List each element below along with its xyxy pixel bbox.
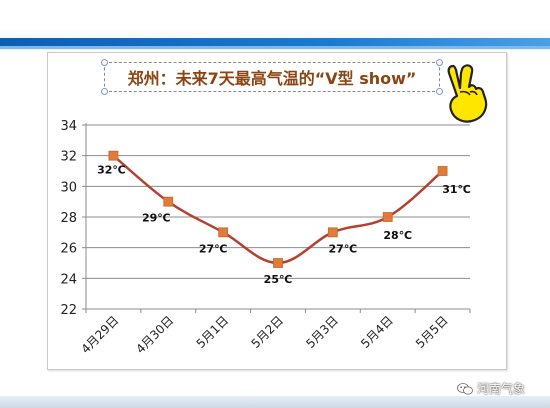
series-line: [112, 154, 444, 265]
bottom-bar: [0, 396, 550, 408]
data-label: 28℃: [383, 229, 412, 242]
data-label: 32℃: [97, 164, 126, 177]
data-label: 29℃: [142, 212, 171, 225]
data-label: 31℃: [442, 183, 471, 196]
series-layer: [108, 150, 448, 268]
y-tick-label: 34: [60, 119, 77, 134]
data-point: [218, 227, 229, 238]
data-label: 27℃: [329, 242, 358, 255]
data-label: 27℃: [199, 242, 228, 255]
resize-handle[interactable]: [436, 88, 443, 95]
chart-frame[interactable]: [47, 52, 507, 370]
resize-handle[interactable]: [101, 59, 108, 66]
y-tick-labels: 22 24 26 28 30 32 34: [60, 119, 77, 318]
data-point: [163, 196, 174, 207]
data-label: 25℃: [264, 273, 293, 286]
grid-lines: [86, 124, 470, 279]
x-tick-label: 5月4日: [358, 313, 396, 351]
data-point: [108, 150, 119, 161]
data-point: [437, 166, 448, 176]
chart-title: 郑州：未来7天最高气温的“V型 show”: [127, 69, 417, 88]
x-tick-label: 5月5日: [413, 313, 451, 351]
x-tick-label: 5月3日: [303, 313, 341, 351]
data-labels: 32℃ 29℃ 27℃ 25℃ 27℃ 28℃ 31℃: [97, 164, 471, 286]
wechat-icon: [457, 382, 473, 394]
y-tick-label: 28: [60, 211, 77, 226]
watermark-text: 河南气象: [477, 382, 526, 396]
resize-handle[interactable]: [101, 88, 108, 95]
data-point: [382, 212, 393, 222]
resize-handle[interactable]: [436, 59, 443, 66]
y-tick-label: 32: [60, 150, 77, 165]
top-accent-line: [0, 38, 550, 46]
y-tick-label: 24: [60, 272, 77, 287]
chart-title-box[interactable]: 郑州：未来7天最高气温的“V型 show”: [101, 59, 443, 95]
top-accent-line-light: [0, 46, 550, 49]
x-tick-label: 4月29日: [78, 313, 121, 356]
data-point: [327, 227, 338, 238]
watermark: 河南气象: [457, 380, 525, 397]
x-tick-label: 5月2日: [248, 313, 286, 351]
x-tick-label: 4月30日: [133, 313, 176, 356]
y-tick-label: 26: [60, 242, 77, 257]
x-tick-labels: 4月29日 4月30日 5月1日 5月2日 5月3日 5月4日 5月5日: [78, 313, 450, 356]
axes: [82, 123, 471, 313]
y-tick-label: 30: [60, 180, 77, 195]
data-point: [273, 258, 283, 268]
victory-hand-icon: [447, 64, 488, 123]
x-tick-label: 5月1日: [194, 313, 232, 351]
y-tick-label: 22: [60, 303, 77, 318]
